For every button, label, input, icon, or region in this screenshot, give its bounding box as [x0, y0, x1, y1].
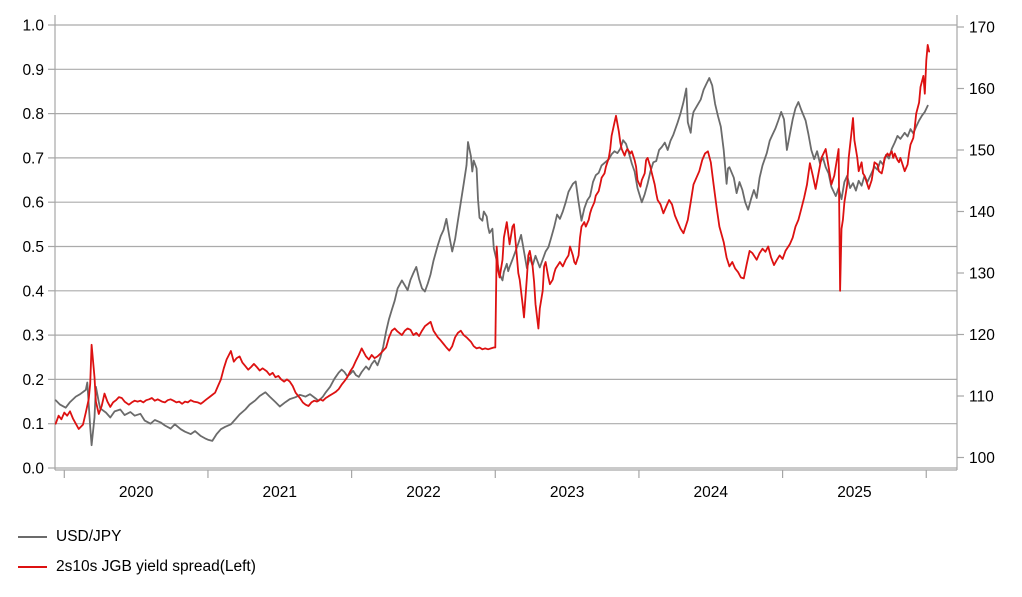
legend-label-spread: 2s10s JGB yield spread(Left) [56, 558, 256, 575]
left-tick-label: 0.4 [22, 283, 44, 300]
left-tick-label: 0.3 [22, 328, 44, 345]
usdjpy-line [54, 77, 929, 447]
x-tick-label: 2021 [263, 484, 297, 501]
left-tick-label: 0.8 [22, 106, 44, 123]
x-tick-label: 2024 [694, 484, 729, 501]
gridlines [55, 24, 957, 469]
x-tick-label: 2025 [837, 484, 871, 501]
left-axis-labels: 0.0 0.1 0.2 0.3 0.4 0.5 0.6 0.7 0.8 0.9 1.0 [22, 18, 44, 478]
right-tick-label: 120 [969, 327, 995, 344]
axis-frame [54, 15, 958, 471]
axis-ticks [48, 24, 964, 478]
left-tick-label: 0.6 [22, 195, 44, 212]
legend: USD/JPY 2s10s JGB yield spread(Left) [18, 522, 256, 582]
usdjpy-line-key-icon [18, 536, 47, 538]
right-tick-label: 140 [969, 204, 995, 221]
x-tick-label: 2022 [406, 484, 440, 501]
spread-line-key-icon [18, 566, 47, 568]
x-tick-label: 2023 [550, 484, 584, 501]
left-tick-label: 0.9 [22, 62, 44, 79]
right-tick-label: 160 [969, 81, 995, 98]
legend-label-usdjpy: USD/JPY [56, 528, 122, 545]
right-tick-label: 170 [969, 20, 995, 37]
legend-item-usdjpy: USD/JPY [18, 522, 256, 552]
line-chart: 0.0 0.1 0.2 0.3 0.4 0.5 0.6 0.7 0.8 0.9 1.0 100 110… [22, 15, 995, 501]
right-tick-label: 130 [969, 266, 995, 283]
left-tick-label: 1.0 [22, 18, 44, 35]
left-tick-label: 0.5 [22, 239, 44, 256]
right-axis-labels: 100 110 120 130 140 150 160 170 [969, 20, 995, 468]
series-lines [54, 44, 930, 447]
spread-line [54, 44, 930, 430]
x-axis-labels: 2020 2021 2022 2023 2024 2025 [119, 484, 872, 501]
left-tick-label: 0.1 [22, 416, 44, 433]
legend-item-spread: 2s10s JGB yield spread(Left) [18, 552, 256, 582]
x-tick-label: 2020 [119, 484, 154, 501]
left-tick-label: 0.0 [22, 461, 44, 478]
left-tick-label: 0.2 [22, 372, 44, 389]
right-tick-label: 110 [969, 389, 994, 406]
right-tick-label: 150 [969, 143, 995, 160]
right-tick-label: 100 [969, 450, 995, 467]
left-tick-label: 0.7 [22, 150, 44, 167]
